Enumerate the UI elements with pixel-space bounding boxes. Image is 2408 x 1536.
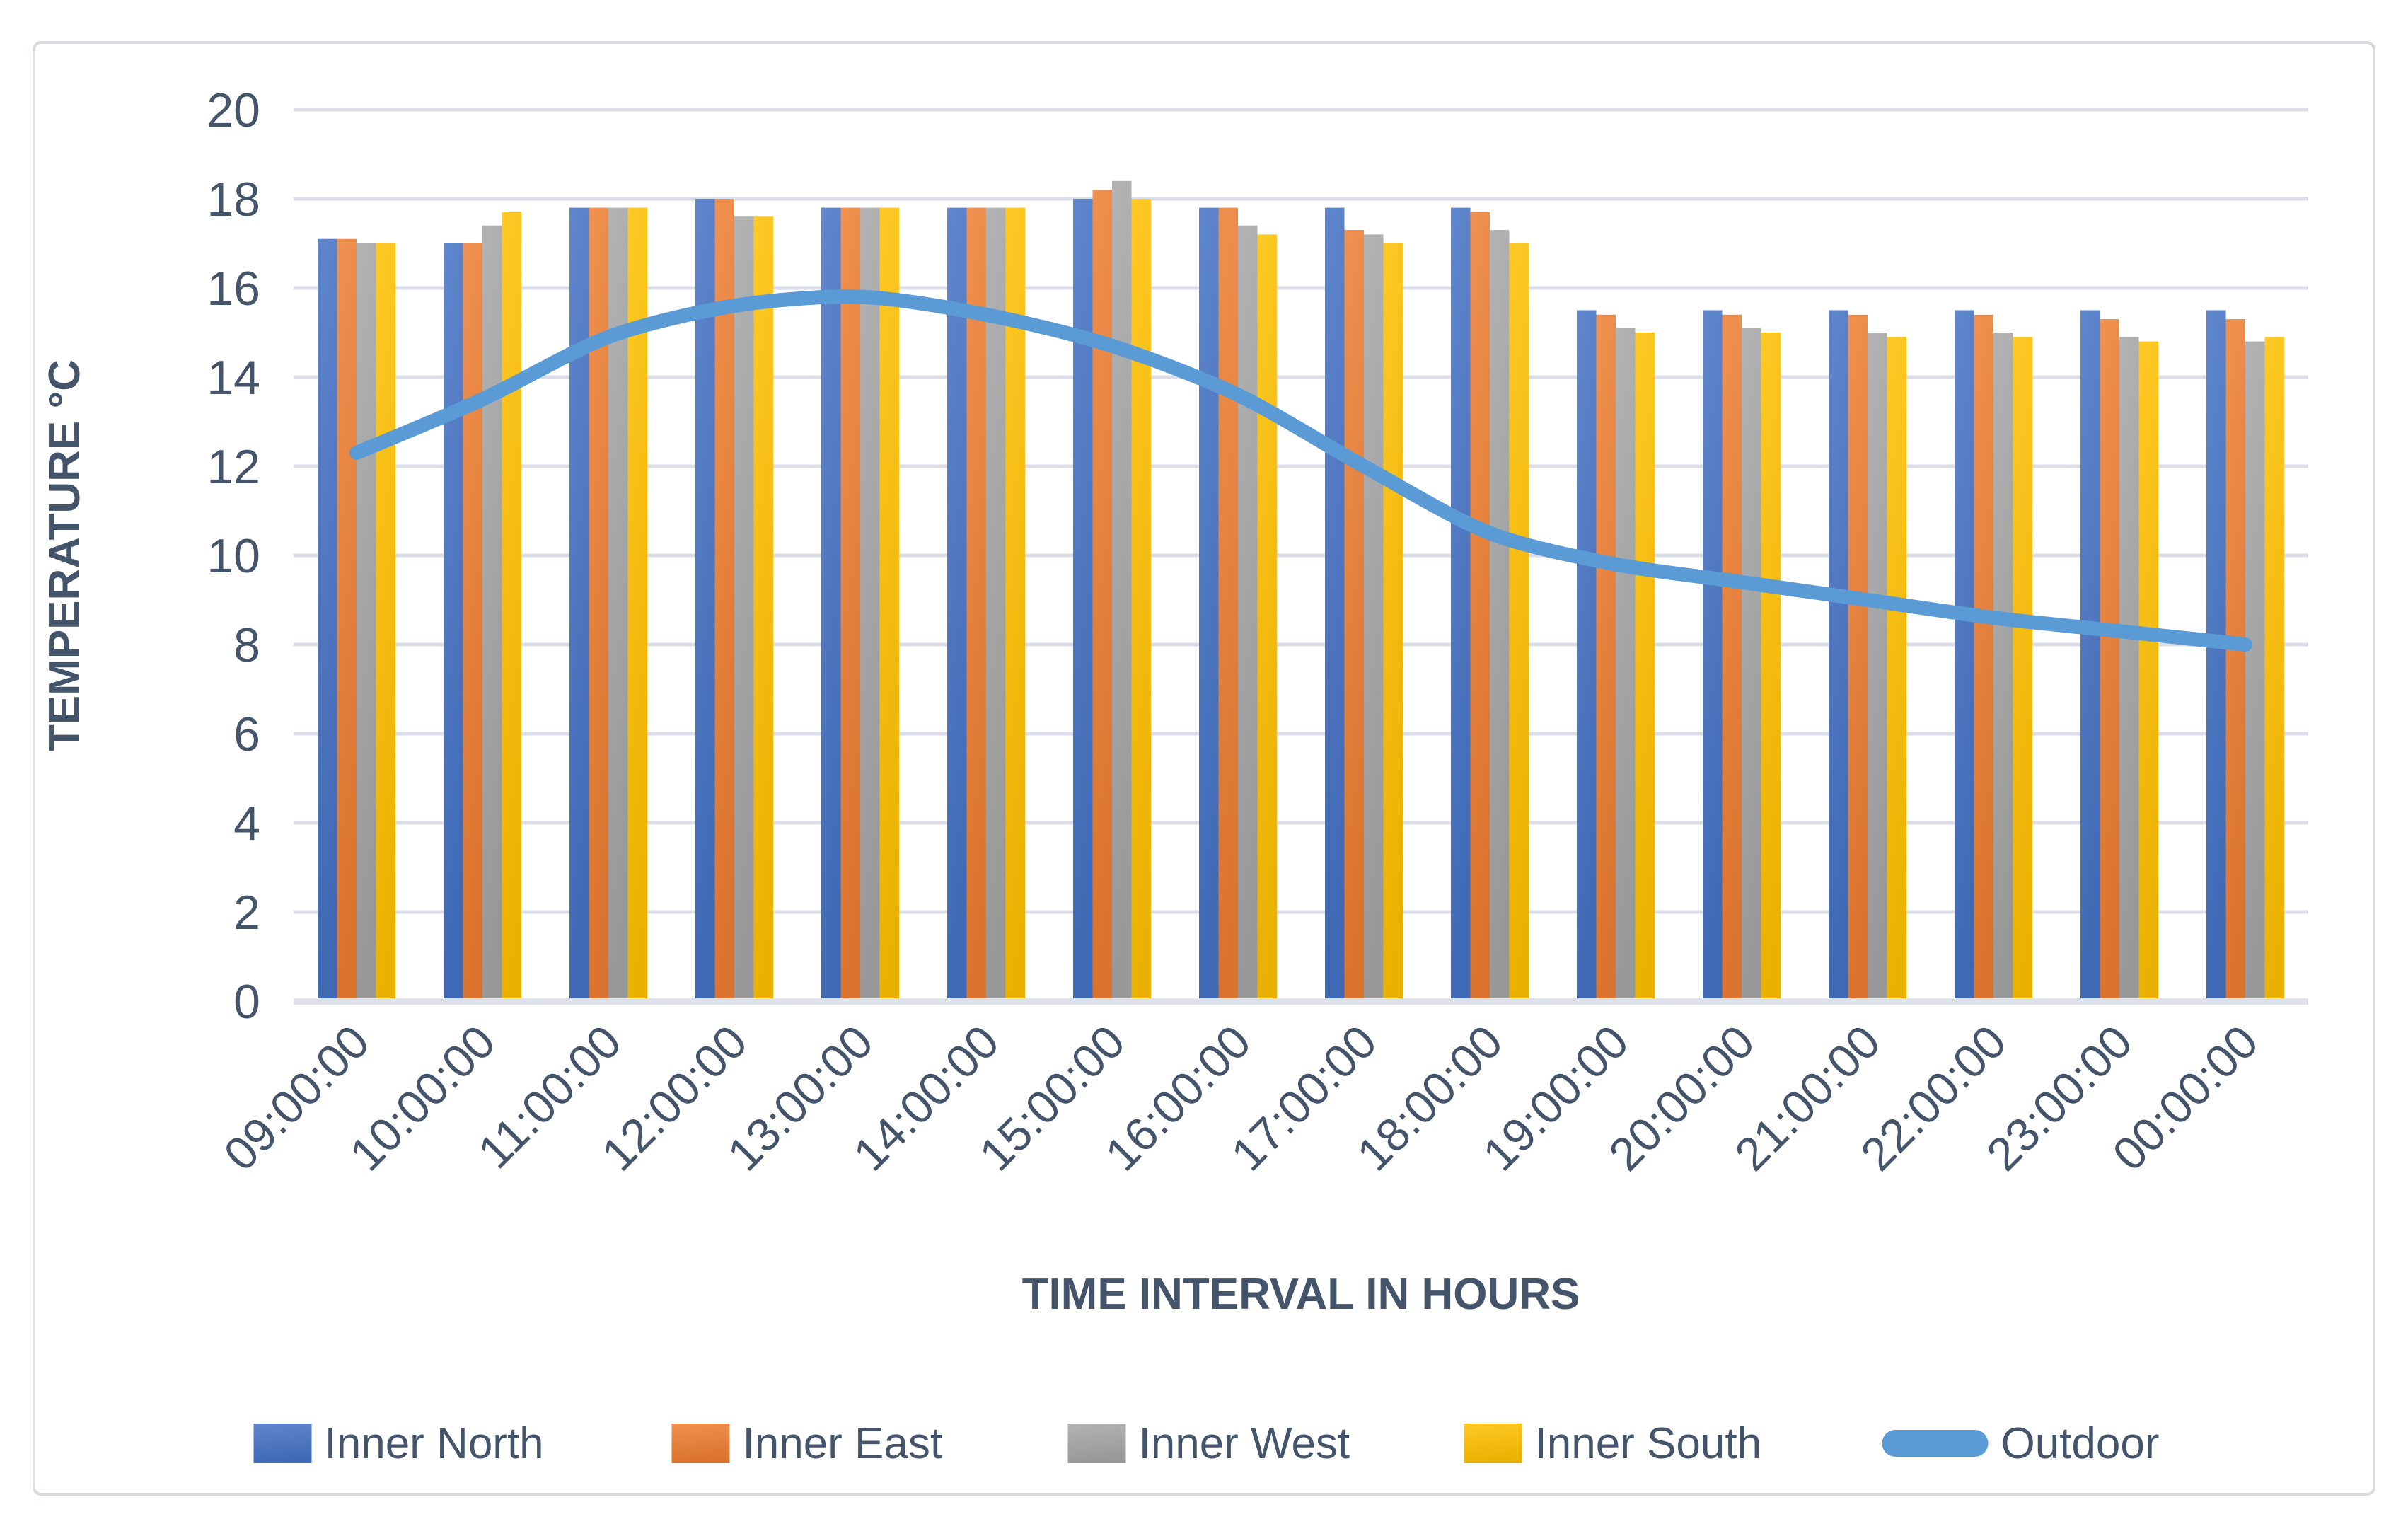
legend-swatch-inner-south bbox=[1464, 1424, 1522, 1463]
bar-inner-north-23:00:00 bbox=[2080, 310, 2100, 1001]
bar-inner-south-10:00:00 bbox=[502, 212, 521, 1001]
bar-inner-south-00:00:00 bbox=[2264, 337, 2284, 1001]
legend-label-outdoor: Outdoor bbox=[2001, 1419, 2160, 1468]
bar-inner-west-10:00:00 bbox=[482, 225, 502, 1001]
bar-inner-west-15:00:00 bbox=[1112, 180, 1132, 1001]
legend-outdoor-line-swatch bbox=[1882, 1430, 1989, 1457]
bar-inner-north-00:00:00 bbox=[2206, 310, 2226, 1001]
y-tick-label-18: 18 bbox=[207, 173, 260, 226]
bar-inner-south-14:00:00 bbox=[1005, 207, 1025, 1002]
bar-inner-south-15:00:00 bbox=[1131, 199, 1151, 1001]
bar-inner-west-21:00:00 bbox=[1868, 333, 1887, 1001]
bar-inner-south-23:00:00 bbox=[2138, 341, 2158, 1002]
legend-item-inner-north: Inner North bbox=[253, 1419, 544, 1468]
bar-inner-east-15:00:00 bbox=[1092, 190, 1112, 1001]
bar-inner-west-14:00:00 bbox=[986, 207, 1006, 1002]
y-axis-title: TEMPERATURE °C bbox=[40, 359, 89, 751]
bar-inner-east-13:00:00 bbox=[840, 207, 860, 1002]
bar-inner-south-17:00:00 bbox=[1383, 243, 1403, 1001]
bar-inner-east-12:00:00 bbox=[714, 199, 734, 1001]
bar-inner-east-17:00:00 bbox=[1344, 230, 1364, 1002]
legend-label-inner-south: Inner South bbox=[1535, 1419, 1762, 1468]
bar-inner-south-11:00:00 bbox=[627, 207, 647, 1002]
y-tick-label-10: 10 bbox=[207, 529, 260, 583]
y-tick-label-20: 20 bbox=[207, 83, 260, 137]
bar-inner-north-12:00:00 bbox=[695, 199, 715, 1001]
bar-inner-west-23:00:00 bbox=[2119, 337, 2139, 1001]
bar-inner-west-09:00:00 bbox=[357, 243, 376, 1001]
bar-inner-south-19:00:00 bbox=[1635, 333, 1655, 1001]
bar-inner-north-15:00:00 bbox=[1073, 199, 1093, 1001]
bar-inner-north-14:00:00 bbox=[947, 207, 967, 1002]
legend-item-inner-south: Inner South bbox=[1464, 1419, 1762, 1468]
bar-inner-north-20:00:00 bbox=[1703, 310, 1723, 1001]
bar-inner-east-19:00:00 bbox=[1596, 314, 1616, 1001]
legend-item-inner-east: Inner East bbox=[671, 1419, 943, 1468]
bar-inner-east-18:00:00 bbox=[1470, 212, 1490, 1001]
x-axis-title: TIME INTERVAL IN HOURS bbox=[1022, 1270, 1580, 1319]
bar-inner-south-09:00:00 bbox=[376, 243, 395, 1001]
y-tick-label-14: 14 bbox=[207, 351, 260, 405]
bar-inner-west-12:00:00 bbox=[734, 216, 754, 1002]
bar-inner-east-22:00:00 bbox=[1974, 314, 1993, 1001]
bar-inner-east-00:00:00 bbox=[2225, 319, 2245, 1002]
bar-inner-north-10:00:00 bbox=[444, 243, 463, 1001]
bar-inner-north-16:00:00 bbox=[1199, 207, 1219, 1002]
bar-inner-west-13:00:00 bbox=[860, 207, 880, 1002]
y-tick-label-4: 4 bbox=[233, 797, 260, 850]
bar-inner-east-23:00:00 bbox=[2100, 319, 2119, 1002]
y-tick-label-6: 6 bbox=[233, 708, 260, 761]
x-axis-line bbox=[294, 998, 2308, 1005]
bar-inner-east-16:00:00 bbox=[1218, 207, 1238, 1002]
bar-inner-east-14:00:00 bbox=[966, 207, 986, 1002]
bar-inner-west-22:00:00 bbox=[1993, 333, 2013, 1001]
bar-inner-south-20:00:00 bbox=[1761, 333, 1781, 1001]
bar-inner-south-22:00:00 bbox=[2013, 337, 2032, 1001]
bar-inner-west-16:00:00 bbox=[1238, 225, 1258, 1001]
bar-inner-south-13:00:00 bbox=[879, 207, 899, 1002]
legend-item-outdoor: Outdoor bbox=[1882, 1419, 2160, 1468]
bar-inner-east-20:00:00 bbox=[1722, 314, 1742, 1001]
bar-inner-west-17:00:00 bbox=[1364, 234, 1384, 1001]
legend-swatch-inner-east bbox=[671, 1424, 730, 1463]
bar-inner-east-09:00:00 bbox=[337, 238, 357, 1002]
bar-inner-west-00:00:00 bbox=[2245, 341, 2265, 1002]
bar-inner-north-17:00:00 bbox=[1325, 207, 1345, 1002]
bar-inner-south-18:00:00 bbox=[1509, 243, 1529, 1001]
bar-inner-west-20:00:00 bbox=[1742, 328, 1761, 1001]
bar-inner-east-21:00:00 bbox=[1848, 314, 1868, 1001]
bar-inner-south-12:00:00 bbox=[753, 216, 773, 1002]
y-tick-label-8: 8 bbox=[233, 618, 260, 672]
y-tick-label-16: 16 bbox=[207, 262, 260, 316]
legend-swatch-inner-north bbox=[253, 1424, 312, 1463]
bar-inner-north-19:00:00 bbox=[1577, 310, 1597, 1001]
bar-inner-west-18:00:00 bbox=[1490, 230, 1510, 1002]
bar-inner-north-13:00:00 bbox=[821, 207, 841, 1002]
bar-inner-north-22:00:00 bbox=[1955, 310, 1974, 1001]
y-axis-labels: 0 2 4 6 8 10 12 14 16 18 20 bbox=[207, 83, 260, 1029]
legend-item-inner-west: Inner West bbox=[1067, 1419, 1350, 1468]
bar-inner-north-21:00:00 bbox=[1829, 310, 1848, 1001]
outdoor-line bbox=[349, 289, 2252, 652]
bar-inner-west-19:00:00 bbox=[1616, 328, 1636, 1001]
legend: Inner North Inner East Inner West Inner Sou… bbox=[253, 1419, 2160, 1468]
legend-label-inner-north: Inner North bbox=[325, 1419, 544, 1468]
legend-label-inner-east: Inner East bbox=[743, 1419, 943, 1468]
outdoor-line-group bbox=[349, 289, 2252, 652]
bar-inner-north-18:00:00 bbox=[1451, 207, 1471, 1002]
legend-swatch-inner-west bbox=[1067, 1424, 1126, 1463]
y-tick-label-12: 12 bbox=[207, 440, 260, 494]
y-tick-label-2: 2 bbox=[233, 886, 260, 940]
y-tick-label-0: 0 bbox=[233, 975, 260, 1029]
bar-inner-north-09:00:00 bbox=[318, 238, 337, 1002]
bar-inner-east-11:00:00 bbox=[589, 207, 608, 1002]
bar-inner-east-10:00:00 bbox=[463, 243, 482, 1001]
bar-inner-south-16:00:00 bbox=[1257, 234, 1277, 1001]
legend-label-inner-west: Inner West bbox=[1139, 1419, 1350, 1468]
bar-inner-south-21:00:00 bbox=[1887, 337, 1906, 1001]
bar-inner-north-11:00:00 bbox=[569, 207, 589, 1002]
